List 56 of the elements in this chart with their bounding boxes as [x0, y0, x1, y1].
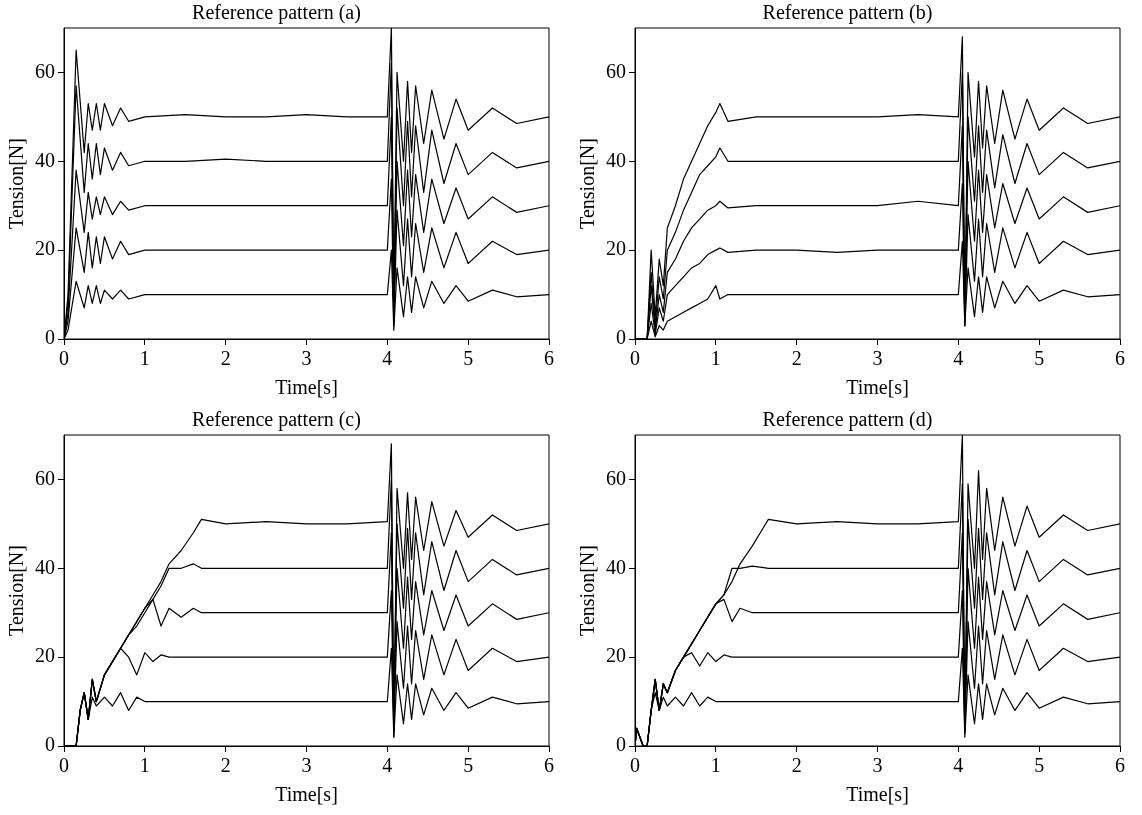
x-tick-label: 0 [59, 754, 69, 777]
y-tick-label: 40 [35, 148, 55, 171]
chart-title: Reference pattern (c) [192, 408, 361, 432]
y-axis-title: Tension[N] [576, 138, 599, 229]
x-tick-label: 6 [1115, 347, 1125, 370]
y-tick-label: 0 [45, 326, 55, 349]
x-tick-label: 4 [382, 754, 393, 777]
x-tick-label: 3 [872, 754, 883, 777]
x-tick-label: 2 [220, 754, 231, 777]
chart-title: Reference pattern (d) [762, 408, 933, 432]
x-tick-label: 2 [791, 754, 802, 777]
x-tick-label: 0 [630, 347, 640, 370]
chart-title: Reference pattern (a) [192, 1, 361, 25]
y-tick-label: 40 [606, 148, 626, 171]
y-axis-title: Tension[N] [5, 138, 28, 229]
x-axis-title: Time[s] [275, 376, 338, 399]
x-tick-label: 6 [544, 347, 554, 370]
x-tick-label: 1 [710, 347, 721, 370]
x-tick-label: 5 [463, 754, 474, 777]
y-axis-title: Tension[N] [5, 545, 28, 636]
x-tick-label: 1 [710, 754, 721, 777]
x-tick-label: 5 [463, 347, 474, 370]
x-tick-label: 6 [1115, 754, 1125, 777]
y-tick-label: 40 [35, 555, 55, 578]
y-tick-label: 20 [606, 644, 626, 667]
x-tick-label: 2 [791, 347, 802, 370]
x-tick-label: 1 [139, 347, 150, 370]
y-axis-title: Tension[N] [576, 545, 599, 636]
x-tick-label: 3 [872, 347, 883, 370]
y-tick-label: 20 [35, 644, 55, 667]
y-tick-label: 60 [35, 59, 55, 82]
y-tick-label: 60 [606, 466, 626, 489]
x-axis-title: Time[s] [275, 783, 338, 806]
y-tick-label: 20 [606, 237, 626, 260]
x-tick-label: 6 [544, 754, 554, 777]
x-tick-label: 1 [139, 754, 150, 777]
x-tick-label: 5 [1034, 754, 1045, 777]
chart-title: Reference pattern (b) [762, 1, 933, 25]
x-tick-label: 3 [301, 347, 312, 370]
x-tick-label: 2 [220, 347, 231, 370]
y-tick-label: 0 [45, 733, 55, 756]
x-tick-label: 4 [953, 347, 964, 370]
y-tick-label: 0 [616, 326, 626, 349]
y-tick-label: 60 [35, 466, 55, 489]
x-axis-title: Time[s] [846, 376, 909, 399]
x-tick-label: 3 [301, 754, 312, 777]
x-axis-title: Time[s] [846, 783, 909, 806]
x-tick-label: 4 [382, 347, 393, 370]
y-tick-label: 60 [606, 59, 626, 82]
x-tick-label: 4 [953, 754, 964, 777]
x-tick-label: 5 [1034, 347, 1045, 370]
y-tick-label: 40 [606, 555, 626, 578]
x-tick-label: 0 [59, 347, 69, 370]
y-tick-label: 20 [35, 237, 55, 260]
x-tick-label: 0 [630, 754, 640, 777]
y-tick-label: 0 [616, 733, 626, 756]
